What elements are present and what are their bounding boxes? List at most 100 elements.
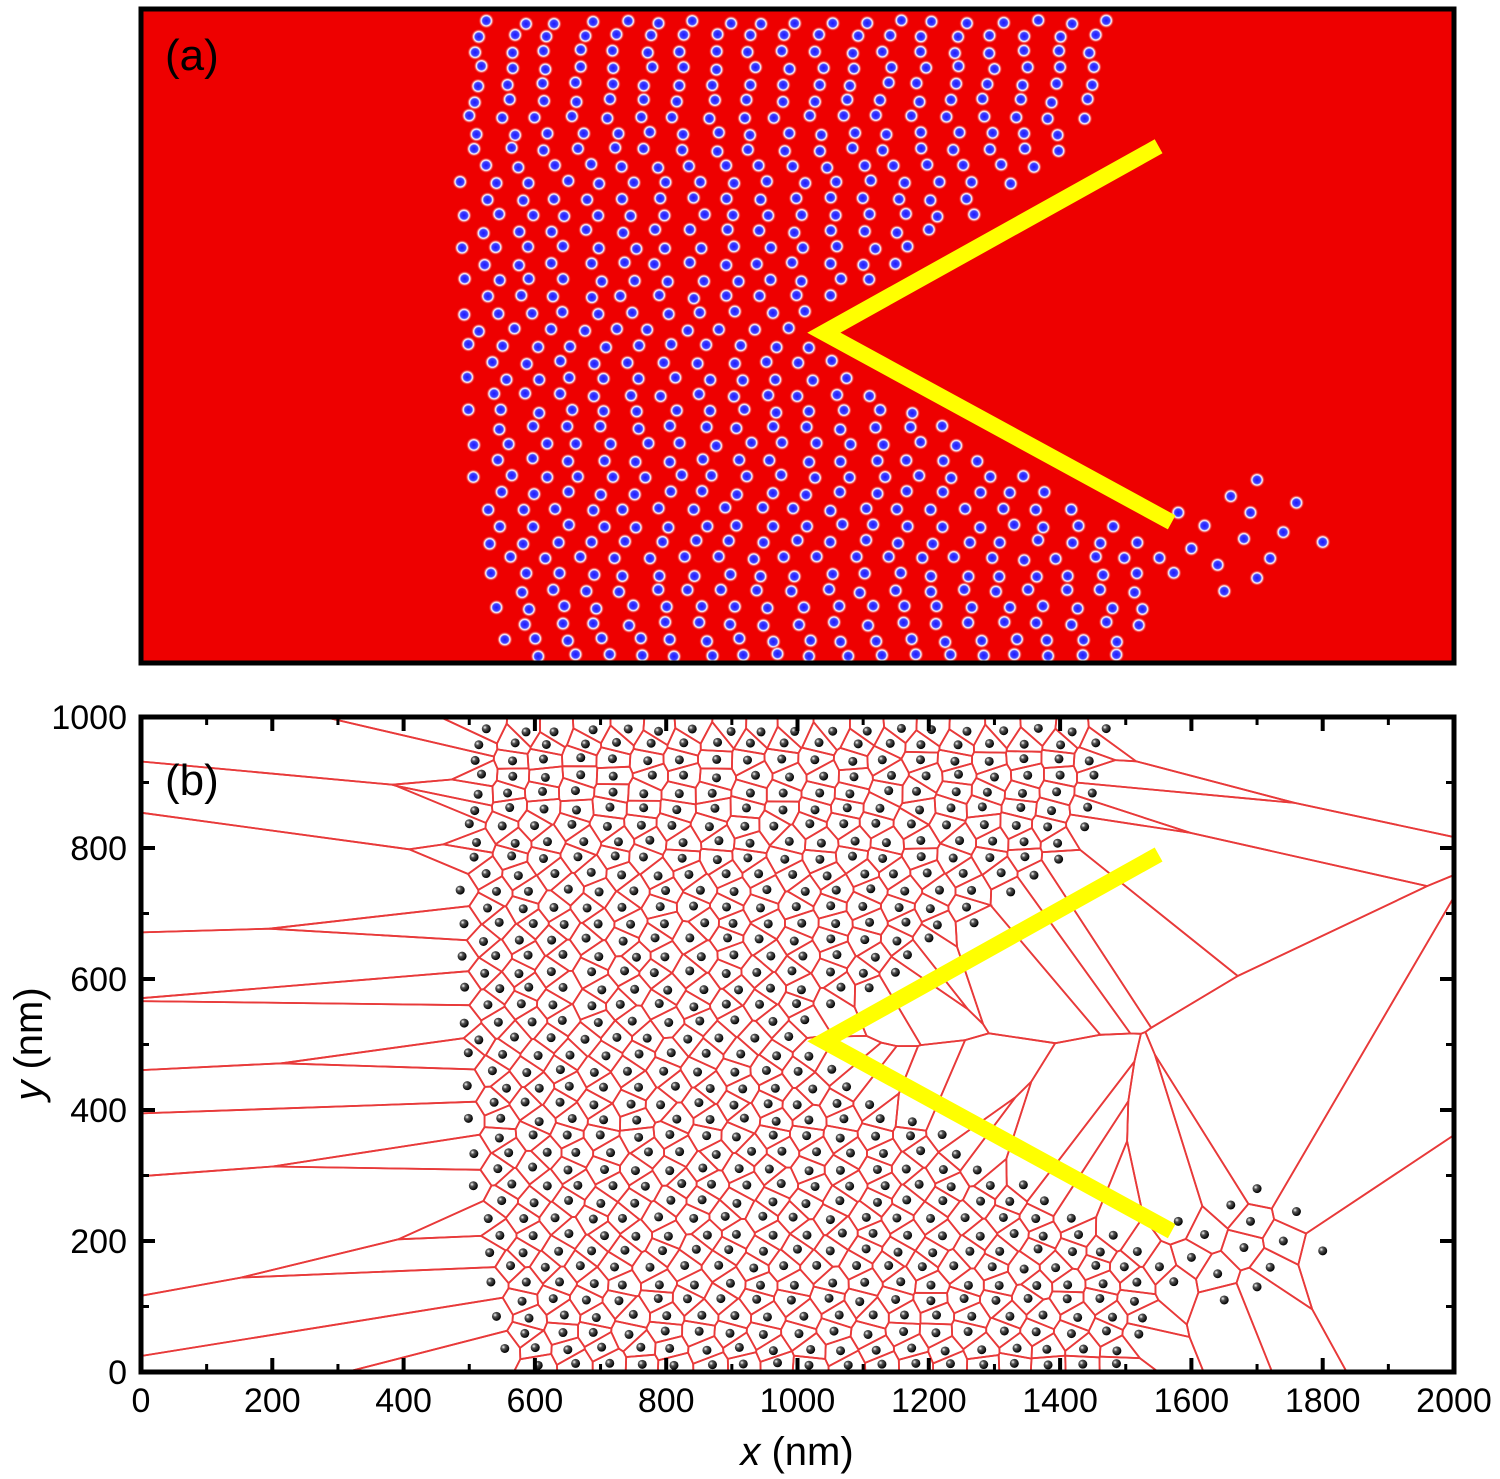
particle bbox=[693, 1067, 703, 1077]
vortex bbox=[1275, 524, 1292, 541]
particle bbox=[849, 772, 859, 782]
vortex bbox=[514, 584, 531, 601]
vortex bbox=[651, 287, 668, 304]
particle bbox=[643, 756, 653, 766]
particle bbox=[497, 821, 507, 831]
particle bbox=[685, 933, 695, 943]
vortex bbox=[960, 614, 977, 631]
particle bbox=[1083, 802, 1093, 812]
vortex bbox=[862, 172, 879, 189]
particle bbox=[589, 1100, 599, 1110]
vortex bbox=[735, 646, 752, 663]
particle bbox=[534, 1117, 544, 1127]
particle bbox=[705, 1083, 715, 1093]
particle bbox=[483, 1214, 493, 1224]
vortex bbox=[517, 385, 534, 402]
vortex bbox=[610, 583, 627, 600]
vortex bbox=[748, 256, 765, 273]
particle bbox=[624, 1329, 634, 1339]
vortex bbox=[1025, 158, 1042, 175]
particle bbox=[674, 755, 684, 765]
particle bbox=[724, 1245, 734, 1255]
vortex bbox=[556, 598, 573, 615]
particle bbox=[802, 1230, 812, 1240]
vortex bbox=[1129, 534, 1146, 551]
particle bbox=[864, 983, 874, 993]
particle bbox=[563, 1165, 573, 1175]
vortex bbox=[518, 565, 535, 582]
particle bbox=[784, 1031, 794, 1041]
vortex bbox=[873, 647, 890, 663]
particle bbox=[924, 933, 934, 943]
y-tick-label: 0 bbox=[108, 1354, 127, 1392]
particle bbox=[969, 918, 979, 928]
vortex bbox=[1081, 44, 1098, 61]
vortex bbox=[946, 45, 963, 62]
particle bbox=[842, 803, 852, 813]
particle bbox=[836, 1346, 846, 1356]
vortex bbox=[567, 435, 584, 452]
vortex bbox=[743, 434, 760, 451]
vortex bbox=[518, 355, 535, 372]
particle bbox=[916, 852, 926, 862]
particle bbox=[861, 1244, 871, 1254]
particle bbox=[835, 1133, 845, 1143]
particle bbox=[721, 999, 731, 1009]
particle bbox=[711, 773, 721, 783]
particle bbox=[831, 885, 841, 895]
vortex bbox=[543, 223, 560, 240]
particle bbox=[491, 886, 501, 896]
vortex bbox=[685, 290, 702, 307]
particle bbox=[768, 1230, 778, 1240]
vortex bbox=[991, 534, 1008, 551]
vortex bbox=[547, 501, 564, 518]
particle bbox=[670, 1081, 680, 1091]
particle bbox=[567, 1113, 577, 1123]
particle bbox=[762, 1312, 772, 1322]
particle bbox=[1056, 740, 1066, 750]
vortex bbox=[667, 369, 684, 386]
vortex bbox=[500, 436, 517, 453]
particle bbox=[638, 852, 648, 862]
vortex bbox=[1079, 91, 1096, 108]
vortex bbox=[1063, 501, 1080, 518]
vortex bbox=[731, 451, 748, 468]
voronoi-cell bbox=[791, 1354, 830, 1372]
particle bbox=[528, 1130, 538, 1140]
particle bbox=[600, 1165, 610, 1175]
particle bbox=[524, 982, 534, 992]
particle bbox=[539, 854, 549, 864]
particle bbox=[792, 1244, 802, 1254]
vortex bbox=[728, 517, 745, 534]
vortex bbox=[685, 189, 702, 206]
vortex bbox=[824, 566, 841, 583]
vortex bbox=[639, 44, 656, 61]
particle bbox=[473, 789, 483, 799]
vortex bbox=[781, 125, 798, 142]
vortex bbox=[585, 502, 602, 519]
vortex bbox=[545, 191, 562, 208]
vortex bbox=[559, 453, 576, 470]
vortex bbox=[739, 141, 756, 158]
particle bbox=[989, 772, 999, 782]
vortex bbox=[507, 127, 524, 144]
particle bbox=[654, 726, 664, 736]
vortex bbox=[593, 273, 610, 290]
vortex bbox=[1001, 484, 1018, 501]
particle bbox=[758, 1211, 768, 1221]
vortex bbox=[868, 633, 885, 650]
particle bbox=[521, 1277, 531, 1287]
vortex bbox=[1043, 94, 1060, 111]
vortex bbox=[897, 205, 914, 222]
vortex bbox=[681, 254, 698, 271]
vortex bbox=[660, 306, 677, 323]
particle bbox=[810, 755, 820, 765]
vortex bbox=[588, 600, 605, 617]
vortex bbox=[709, 26, 726, 43]
vortex bbox=[608, 320, 625, 337]
particle bbox=[982, 787, 992, 797]
vortex bbox=[663, 109, 680, 126]
particle bbox=[698, 1163, 708, 1173]
vortex bbox=[604, 42, 621, 59]
vortex bbox=[699, 518, 716, 535]
